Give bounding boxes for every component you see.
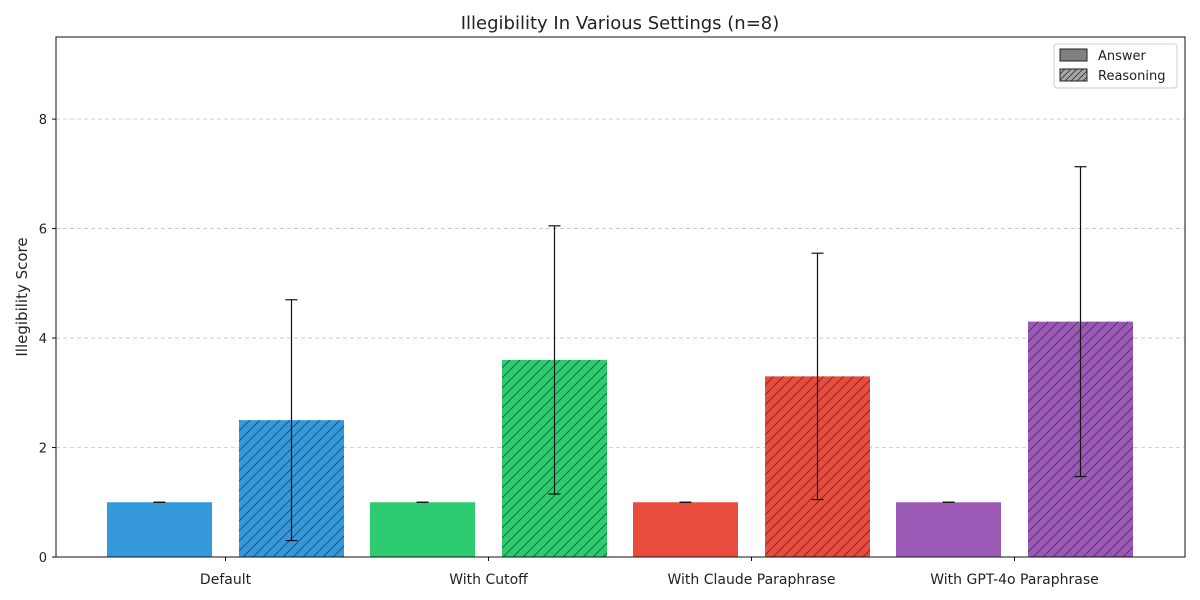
x-category-label: With Cutoff: [449, 572, 528, 588]
y-tick-label: 6: [39, 223, 47, 238]
plot-frame: [55, 36, 1186, 558]
legend-swatch-answer: [1059, 48, 1088, 62]
y-tick-label: 4: [39, 332, 47, 347]
legend-swatch-reasoning: [1059, 68, 1088, 82]
legend: Answer Reasoning: [1053, 43, 1178, 89]
legend-label-answer: Answer: [1098, 49, 1147, 64]
y-axis-label: Illegibility Score: [13, 237, 31, 356]
grid-lines: [56, 118, 1185, 448]
bar-solid: [896, 502, 1001, 557]
y-axis: 0 2 4 6 8: [39, 113, 56, 566]
y-tick-label: 8: [39, 113, 47, 128]
bars: [107, 321, 1133, 557]
error-bars: [153, 166, 1087, 542]
bar-solid: [370, 502, 475, 557]
y-tick-label: 0: [39, 551, 47, 566]
bar-solid: [107, 502, 212, 557]
y-tick-label: 2: [39, 442, 47, 457]
bar-solid: [633, 502, 738, 557]
chart-title: Illegibility In Various Settings (n=8): [461, 13, 780, 34]
legend-label-reasoning: Reasoning: [1098, 69, 1165, 84]
x-category-label: With Claude Paraphrase: [667, 572, 835, 588]
x-category-label: With GPT-4o Paraphrase: [930, 572, 1099, 588]
x-axis: Default With Cutoff With Claude Paraphrase…: [200, 557, 1099, 588]
x-category-label: Default: [200, 572, 252, 588]
